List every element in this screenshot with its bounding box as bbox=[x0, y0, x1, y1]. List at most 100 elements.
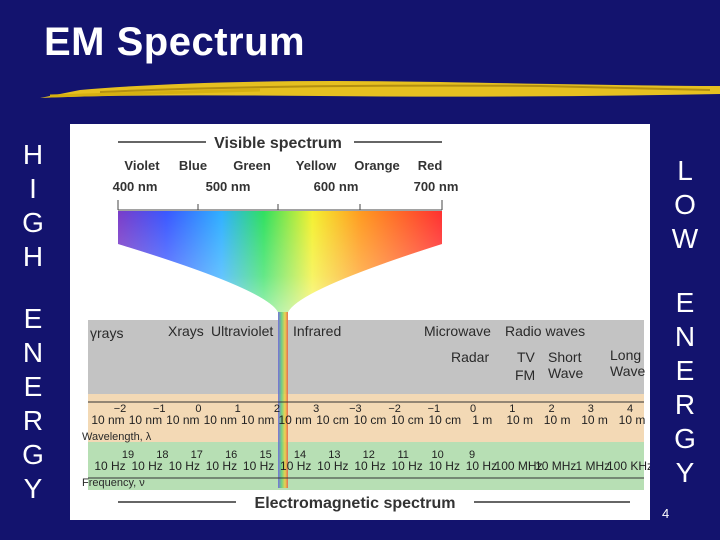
region-x-rays: Xrays bbox=[168, 323, 204, 339]
region-radio-waves: Radio waves bbox=[505, 323, 585, 339]
wavelength-unit: 10 m bbox=[581, 413, 608, 427]
frequency-unit: 10 Hz bbox=[429, 459, 460, 473]
wavelength-unit: 10 cm bbox=[429, 413, 462, 427]
wavelength-exponent: 0 bbox=[195, 403, 201, 415]
region-gamma-rays: γrays bbox=[90, 325, 123, 341]
region-infrared: Infrared bbox=[293, 323, 341, 339]
wavelength-unit: 10 nm bbox=[241, 413, 274, 427]
frequency-unit: 1 MHz bbox=[576, 459, 611, 473]
wavelength-unit: 10 nm bbox=[204, 413, 237, 427]
wavelength-exponent: −1 bbox=[153, 403, 166, 415]
frequency-exponent: 19 bbox=[122, 449, 134, 461]
frequency-unit: 10 Hz bbox=[243, 459, 274, 473]
wavelength-unit: 10 m bbox=[544, 413, 571, 427]
wavelength-label-600nm: 600 nm bbox=[314, 179, 359, 194]
wavelength-unit: 10 cm bbox=[354, 413, 387, 427]
region-tv: TV bbox=[517, 349, 536, 365]
visible-scale-bar bbox=[117, 200, 443, 211]
wavelength-exponent: 0 bbox=[470, 403, 476, 415]
color-label-yellow: Yellow bbox=[296, 158, 337, 173]
region-fm: FM bbox=[515, 367, 535, 383]
frequency-exponents: 19 18 17 16 15 14 13 12 11 10 9 bbox=[122, 449, 475, 461]
color-label-blue: Blue bbox=[179, 158, 207, 173]
wavelength-label-400nm: 400 nm bbox=[113, 179, 158, 194]
high-letter: G bbox=[22, 207, 44, 238]
frequency-exponent: 14 bbox=[294, 449, 306, 461]
energy-right-letter: N bbox=[674, 321, 696, 352]
wavelength-unit: 10 m bbox=[619, 413, 646, 427]
energy-left-letter: G bbox=[22, 439, 44, 470]
wavelength-unit: 10 nm bbox=[129, 413, 162, 427]
frequency-units: 10 Hz 10 Hz 10 Hz 10 Hz 10 Hz 10 Hz 10 Hz 10 Hz… bbox=[94, 459, 650, 473]
color-label-orange: Orange bbox=[354, 158, 400, 173]
wavelength-exponent: −2 bbox=[388, 403, 401, 415]
em-spectrum-title: Electromagnetic spectrum bbox=[255, 495, 456, 512]
wavelength-exponent: 3 bbox=[588, 403, 594, 415]
frequency-unit: 10 Hz bbox=[317, 459, 348, 473]
wavelength-exponent: 2 bbox=[548, 403, 554, 415]
high-letter: H bbox=[22, 241, 44, 272]
energy-left-letter: Y bbox=[23, 473, 43, 504]
frequency-exponent: 10 bbox=[431, 449, 443, 461]
wavelength-exponents: −2 −1 0 1 2 3 −3 −2 −1 0 1 2 3 4 bbox=[114, 403, 633, 415]
frequency-exponent: 18 bbox=[156, 449, 168, 461]
visible-spectrum-title: Visible spectrum bbox=[214, 135, 342, 152]
wavelength-exponent: 1 bbox=[235, 403, 241, 415]
frequency-exponent: 11 bbox=[397, 449, 408, 461]
page-number: 4 bbox=[662, 506, 670, 521]
wavelength-axis-label: Wavelength, λ bbox=[82, 431, 152, 443]
radiation-types-band bbox=[88, 320, 644, 394]
high-letter: H bbox=[22, 139, 44, 170]
wavelength-exponent: 2 bbox=[274, 403, 280, 415]
high-letter: I bbox=[29, 173, 37, 204]
wavelength-exponent: −2 bbox=[114, 403, 127, 415]
frequency-exponent: 13 bbox=[328, 449, 340, 461]
energy-left-letter: R bbox=[22, 405, 44, 436]
frequency-unit: 10 Hz bbox=[169, 459, 200, 473]
frequency-unit: 10 Hz bbox=[280, 459, 311, 473]
wavelength-unit: 10 nm bbox=[91, 413, 124, 427]
region-ultraviolet: Ultraviolet bbox=[211, 323, 273, 339]
frequency-unit: 10 Hz bbox=[466, 459, 497, 473]
frequency-axis-label: Frequency, ν bbox=[82, 477, 145, 489]
title-underline-brushstroke bbox=[40, 81, 720, 98]
energy-left-letter: E bbox=[23, 303, 43, 334]
wavelength-unit: 10 nm bbox=[166, 413, 199, 427]
frequency-unit: 100 MHz bbox=[495, 459, 543, 473]
region-microwave: Microwave bbox=[424, 323, 491, 339]
wavelength-exponent: 3 bbox=[313, 403, 319, 415]
em-spectrum-diagram: Visible spectrum Violet Blue Green Yello… bbox=[70, 124, 650, 520]
region-short-wave: Wave bbox=[548, 365, 583, 381]
frequency-unit: 10 Hz bbox=[206, 459, 237, 473]
color-label-green: Green bbox=[233, 158, 271, 173]
region-radar: Radar bbox=[451, 349, 489, 365]
frequency-unit: 10 Hz bbox=[94, 459, 125, 473]
frequency-band bbox=[88, 442, 644, 490]
wavelength-unit: 1 m bbox=[472, 413, 492, 427]
energy-right-letter: R bbox=[674, 389, 696, 420]
frequency-unit: 100 KHz bbox=[607, 459, 650, 473]
frequency-unit: 10 Hz bbox=[391, 459, 422, 473]
energy-right-letter: E bbox=[675, 355, 695, 386]
energy-right-letter: Y bbox=[675, 457, 695, 488]
wavelength-label-700nm: 700 nm bbox=[414, 179, 459, 194]
wavelength-exponent: −3 bbox=[349, 403, 362, 415]
frequency-exponent: 16 bbox=[225, 449, 237, 461]
wavelength-label-500nm: 500 nm bbox=[206, 179, 251, 194]
frequency-exponent: 17 bbox=[191, 449, 203, 461]
visible-beam bbox=[278, 312, 288, 488]
region-long: Long bbox=[610, 347, 641, 363]
color-label-violet: Violet bbox=[124, 158, 160, 173]
energy-left-letter: N bbox=[22, 337, 44, 368]
wavelength-exponent: 4 bbox=[627, 403, 633, 415]
color-label-red: Red bbox=[418, 158, 443, 173]
wavelength-unit: 10 m bbox=[506, 413, 533, 427]
frequency-exponent: 12 bbox=[363, 449, 375, 461]
wavelength-unit: 10 cm bbox=[391, 413, 424, 427]
wavelength-exponent: −1 bbox=[428, 403, 441, 415]
frequency-unit: 10 Hz bbox=[131, 459, 162, 473]
